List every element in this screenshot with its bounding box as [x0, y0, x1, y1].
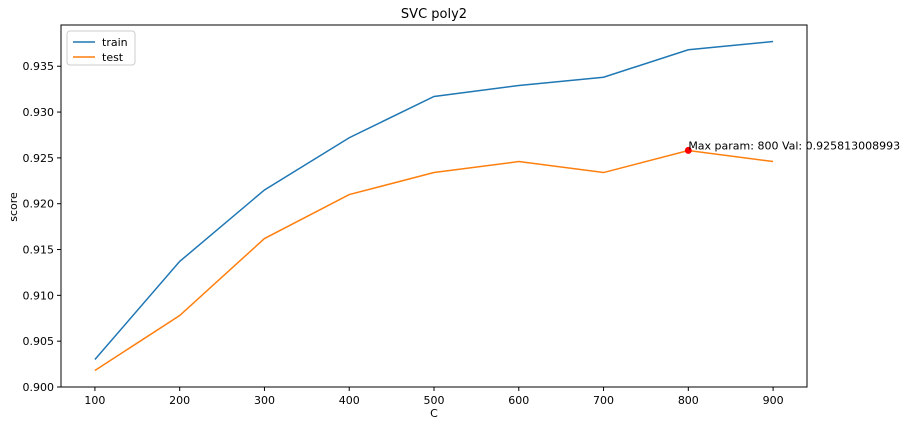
- max-point-annotation: Max param: 800 Val: 0.925813008993: [688, 139, 900, 152]
- x-tick-label: 100: [84, 394, 105, 407]
- series-line-test: [94, 149, 774, 372]
- series-line-train: [94, 40, 774, 360]
- y-tick-label: 0.900: [23, 381, 55, 394]
- plot-frame: [60, 24, 808, 388]
- x-tick-label: 900: [763, 394, 784, 407]
- y-tick-label: 0.905: [23, 335, 55, 348]
- legend-label-train: train: [102, 36, 128, 49]
- x-tick-label: 400: [339, 394, 360, 407]
- y-tick-label: 0.935: [23, 60, 55, 73]
- x-tick-label: 600: [508, 394, 529, 407]
- x-tick-label: 700: [593, 394, 614, 407]
- y-tick-label: 0.930: [23, 106, 55, 119]
- x-tick-label: 300: [254, 394, 275, 407]
- x-tick-label: 500: [424, 394, 445, 407]
- y-tick-label: 0.925: [23, 152, 55, 165]
- max-point-marker: [684, 146, 692, 154]
- y-tick-label: 0.915: [23, 244, 55, 257]
- x-axis-label: C: [430, 407, 438, 420]
- plot-area: 100 200 300 400 500 600 700 800 900 0.900 0.905 0.9…: [23, 24, 900, 407]
- x-tick-label: 800: [678, 394, 699, 407]
- y-tick-label: 0.920: [23, 198, 55, 211]
- chart-title: SVC poly2: [401, 7, 467, 22]
- legend-label-test: test: [102, 51, 124, 64]
- x-tick-label: 200: [169, 394, 190, 407]
- y-axis-label: score: [7, 192, 20, 222]
- y-tick-label: 0.910: [23, 289, 55, 302]
